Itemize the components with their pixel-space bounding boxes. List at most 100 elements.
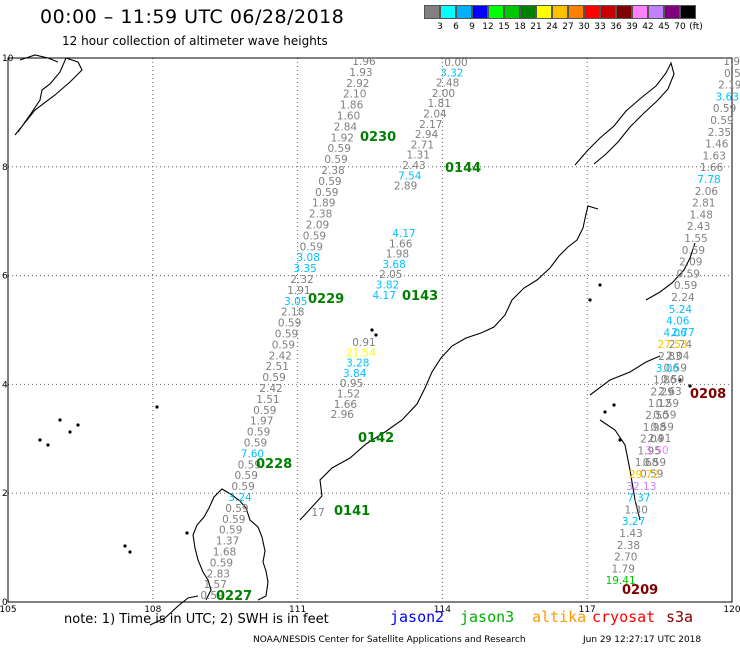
track-0141: 17 0141	[311, 504, 370, 519]
swh-value: 0.59	[324, 154, 347, 166]
pass-id-label: 0230	[360, 130, 396, 145]
swh-value: 1.66	[334, 399, 358, 411]
swh-value: 2.51	[266, 361, 289, 373]
color-scale-swatch	[472, 5, 488, 19]
island-dot	[618, 438, 622, 442]
island-dot	[38, 438, 42, 442]
swh-value: 0.59	[651, 421, 674, 433]
swh-value: 3.24	[228, 492, 252, 504]
swh-value: 2.43	[402, 160, 425, 172]
swh-value: 2.83	[658, 351, 681, 363]
swh-value: 2.10	[343, 89, 366, 101]
color-scale-swatch	[488, 5, 504, 19]
swh-value: 0.59	[318, 176, 341, 188]
swh-value: 2.19	[718, 80, 740, 92]
island-dot	[185, 531, 189, 535]
lon-label: 117	[579, 605, 596, 615]
legend-s3a: s3a	[666, 608, 694, 626]
swh-value: 1.63	[703, 150, 726, 162]
swh-value: 0.59	[710, 115, 733, 127]
swh-value: 2.71	[411, 139, 434, 151]
island-dot	[46, 443, 50, 447]
map-subtitle: 12 hour collection of altimeter wave hei…	[62, 34, 328, 48]
swh-value: 0.59	[315, 187, 338, 199]
color-scale-label: (ft)	[689, 22, 703, 32]
track-0229: 0229	[308, 292, 344, 307]
swh-value: 2.70	[614, 552, 637, 564]
color-scale-label: 6	[453, 22, 459, 32]
color-scale-label: 30	[578, 22, 590, 32]
swh-value: 1.57	[204, 579, 227, 591]
swh-value: 2.89	[394, 181, 417, 193]
color-scale-label: 45	[658, 22, 670, 32]
swh-value: 0.00	[444, 57, 467, 69]
track-0208: 2.772.742.040.590.592.630.590.590.592.91…	[640, 327, 726, 481]
swh-value: 1.55	[684, 233, 707, 245]
sulawesi-coast	[589, 355, 661, 396]
palawan-coast	[574, 61, 675, 166]
swh-value: 1.91	[287, 285, 310, 297]
swh-value: 2.32	[290, 274, 313, 286]
swh-value: 1.52	[337, 389, 360, 401]
swh-value: 2.77	[671, 327, 694, 339]
swh-value: 2.83	[207, 568, 230, 580]
swh-value: 3.63	[716, 91, 739, 103]
swh-value: 2.24	[671, 292, 695, 304]
swh-value: 1.86	[653, 375, 677, 387]
color-scale-label: 39	[626, 22, 638, 32]
pass-id-label: 0143	[402, 289, 438, 304]
swh-value: 2.04	[640, 434, 664, 446]
island-dot	[678, 378, 682, 382]
swh-value: 0.59	[262, 372, 285, 384]
legend-cryosat: cryosat	[592, 608, 656, 626]
track-0144: 0.003.322.482.001.812.042.172.942.711.31…	[394, 57, 481, 193]
swh-value: 0.59	[244, 438, 267, 450]
color-scale-label: 15	[498, 22, 510, 32]
legend-jason3: jason3	[460, 608, 515, 626]
swh-value: 2.81	[692, 198, 715, 210]
color-scale-label: 9	[469, 22, 475, 32]
lat-label: 8	[2, 163, 8, 173]
color-scale-swatch	[600, 5, 616, 19]
color-scale-swatch	[520, 5, 536, 19]
swh-value: 0.59	[328, 143, 351, 155]
track-0230: 1.961.932.922.101.861.602.841.920.590.59…	[200, 56, 396, 602]
swh-value: 1.51	[256, 394, 279, 406]
pass-id-label: 0227	[216, 589, 252, 604]
borneo-coast	[299, 205, 599, 521]
color-scale-swatch	[568, 5, 584, 19]
swh-value: 2.09	[679, 257, 702, 269]
swh-value: 7.60	[241, 448, 264, 460]
swh-value: 2.94	[415, 129, 439, 141]
color-scale-swatch	[552, 5, 568, 19]
swh-value: 0.59	[664, 362, 687, 374]
swh-value: 2.96	[331, 409, 355, 421]
swh-value: 2.43	[687, 221, 710, 233]
swh-value: 0.59	[674, 280, 697, 292]
swh-value: 0.59	[235, 470, 258, 482]
swh-value: 7.78	[697, 174, 720, 186]
swh-value: 1.12	[648, 398, 671, 410]
pass-id-label: 0142	[358, 431, 394, 446]
swh-value: 17	[311, 507, 324, 519]
color-scale-swatch	[664, 5, 680, 19]
swh-value: 2.50	[645, 410, 668, 422]
island-dot	[374, 333, 378, 337]
swh-value: 1.48	[690, 209, 713, 221]
malay-peninsula-coast	[192, 488, 269, 601]
swh-value: 1.68	[213, 547, 236, 559]
swh-value: 3.06	[656, 363, 680, 375]
swh-value: 0.59	[225, 503, 248, 515]
swh-value: 2.38	[321, 165, 344, 177]
swh-value: 1.79	[612, 563, 635, 575]
color-scale-swatch	[632, 5, 648, 19]
color-scale-label: 27	[562, 22, 574, 32]
swh-value: 1.86	[340, 100, 364, 112]
pass-id-label: 0141	[334, 504, 370, 519]
color-scale-label: 36	[610, 22, 622, 32]
swh-value: 27.53	[658, 339, 688, 351]
color-scale-swatch	[456, 5, 472, 19]
swh-value: 1.89	[312, 198, 335, 210]
